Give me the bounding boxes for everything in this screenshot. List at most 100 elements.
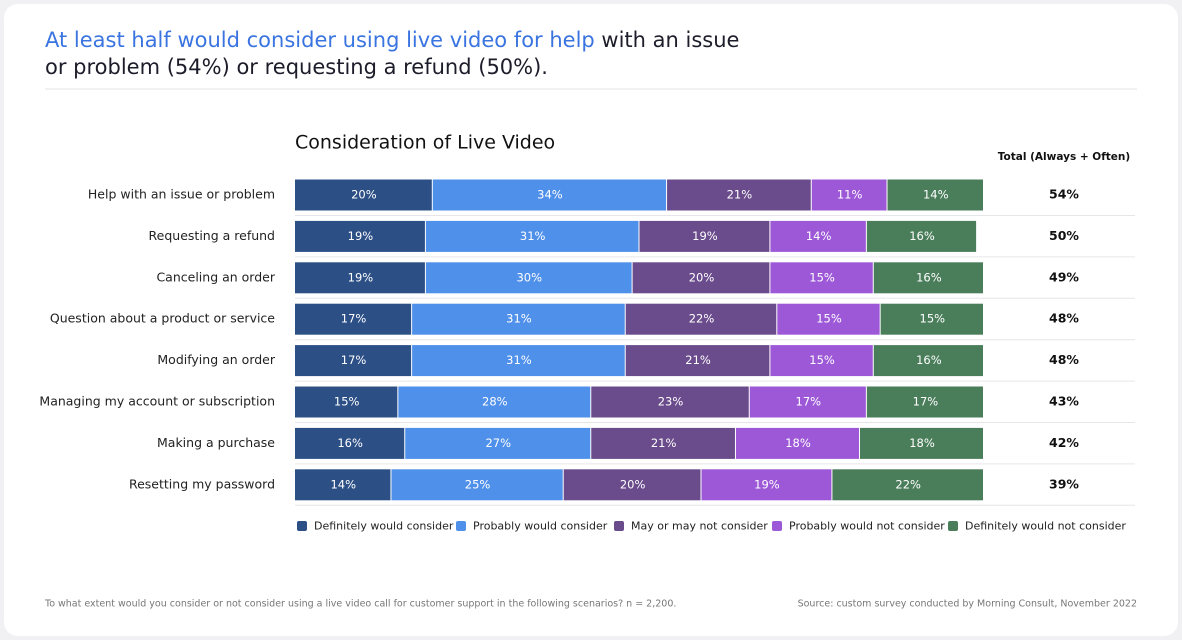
data-label: 31%: [506, 312, 532, 326]
bar-segment: [591, 386, 749, 418]
legend-swatch: [614, 521, 624, 531]
bar-segment: [667, 179, 811, 211]
data-label: 21%: [651, 436, 677, 450]
data-label: 14%: [806, 229, 832, 243]
data-label: 34%: [537, 188, 563, 202]
bar-segment: [866, 220, 977, 252]
data-label: 15%: [809, 270, 835, 284]
headline: At least half would consider using live …: [45, 28, 739, 79]
data-label: 22%: [689, 312, 715, 326]
data-label: 20%: [689, 270, 715, 284]
data-label: 23%: [658, 395, 684, 409]
data-label: 19%: [348, 270, 374, 284]
data-label: 25%: [465, 477, 491, 491]
legend-label: May or may not consider: [631, 520, 768, 533]
bar-segment: [295, 220, 425, 252]
category-label: Making a purchase: [157, 435, 275, 450]
bar-segment: [811, 179, 887, 211]
data-label: 18%: [909, 436, 935, 450]
bar-segment: [880, 303, 983, 335]
bar-segment: [735, 427, 859, 459]
category-label: Managing my account or subscription: [39, 394, 275, 409]
data-label: 28%: [482, 395, 508, 409]
category-label: Help with an issue or problem: [88, 187, 275, 202]
legend-label: Probably would consider: [473, 520, 608, 533]
legend-label: Definitely would not consider: [965, 520, 1126, 533]
bar-segment: [777, 303, 880, 335]
category-label: Question about a product or service: [50, 311, 275, 326]
data-label: 14%: [330, 477, 356, 491]
data-label: 22%: [895, 477, 921, 491]
bar-segment: [405, 427, 591, 459]
category-label: Modifying an order: [157, 352, 275, 367]
bar-segment: [859, 427, 983, 459]
bar-segment: [749, 386, 866, 418]
total-label: 54%: [1049, 187, 1079, 202]
category-label: Requesting a refund: [149, 228, 275, 243]
bar-segment: [632, 262, 770, 294]
totals-header: Total (Always + Often): [998, 151, 1130, 163]
bar-segment: [866, 386, 983, 418]
legend-swatch: [772, 521, 782, 531]
total-label: 43%: [1049, 394, 1079, 409]
bar-segment: [295, 469, 391, 501]
data-label: 15%: [816, 312, 842, 326]
bar-segment: [295, 427, 405, 459]
data-label: 18%: [785, 436, 811, 450]
data-label: 16%: [337, 436, 363, 450]
data-label: 20%: [351, 188, 377, 202]
bar-segment: [432, 179, 667, 211]
headline-rest: with an issue: [595, 28, 740, 52]
bar-segment: [425, 262, 632, 294]
legend-swatch: [948, 521, 958, 531]
total-label: 48%: [1049, 352, 1079, 367]
legend-label: Definitely would consider: [314, 520, 454, 533]
chart-title: Consideration of Live Video: [295, 132, 555, 154]
bar-segment: [639, 220, 770, 252]
bar-segment: [591, 427, 735, 459]
bar-segment: [832, 469, 983, 501]
category-label: Resetting my password: [129, 476, 275, 491]
total-label: 39%: [1049, 476, 1079, 491]
legend-swatch: [297, 521, 307, 531]
data-label: 30%: [516, 270, 542, 284]
legend-label: Probably would not consider: [789, 520, 945, 533]
bar-segment: [563, 469, 701, 501]
bar-segment: [887, 179, 983, 211]
bar-segment: [625, 345, 770, 377]
headline-rest-line2: or problem (54%) or requesting a refund …: [45, 55, 548, 79]
data-label: 17%: [341, 353, 367, 367]
total-label: 49%: [1049, 269, 1079, 284]
bar-segment: [391, 469, 563, 501]
data-label: 21%: [685, 353, 711, 367]
data-label: 19%: [754, 477, 780, 491]
data-label: 15%: [809, 353, 835, 367]
data-label: 21%: [727, 188, 753, 202]
bar-segment: [295, 345, 412, 377]
bar-segment: [295, 262, 425, 294]
bar-segment: [398, 386, 591, 418]
bar-segment: [625, 303, 777, 335]
total-label: 42%: [1049, 435, 1079, 450]
bar-segment: [295, 179, 432, 211]
data-label: 27%: [485, 436, 511, 450]
data-label: 17%: [796, 395, 822, 409]
bar-segment: [295, 386, 398, 418]
data-label: 15%: [920, 312, 946, 326]
bar-segment: [770, 262, 873, 294]
data-label: 11%: [837, 188, 863, 202]
data-label: 31%: [506, 353, 532, 367]
bar-segment: [770, 220, 866, 252]
data-label: 16%: [909, 229, 935, 243]
data-label: 17%: [913, 395, 939, 409]
data-label: 19%: [348, 229, 374, 243]
category-label: Canceling an order: [156, 269, 275, 284]
bar-segment: [295, 303, 412, 335]
bar-segment: [412, 303, 625, 335]
footnote: To what extent would you consider or not…: [44, 599, 676, 610]
bar-segment: [412, 345, 625, 377]
bar-segment: [770, 345, 873, 377]
data-label: 19%: [692, 229, 718, 243]
data-label: 15%: [334, 395, 360, 409]
